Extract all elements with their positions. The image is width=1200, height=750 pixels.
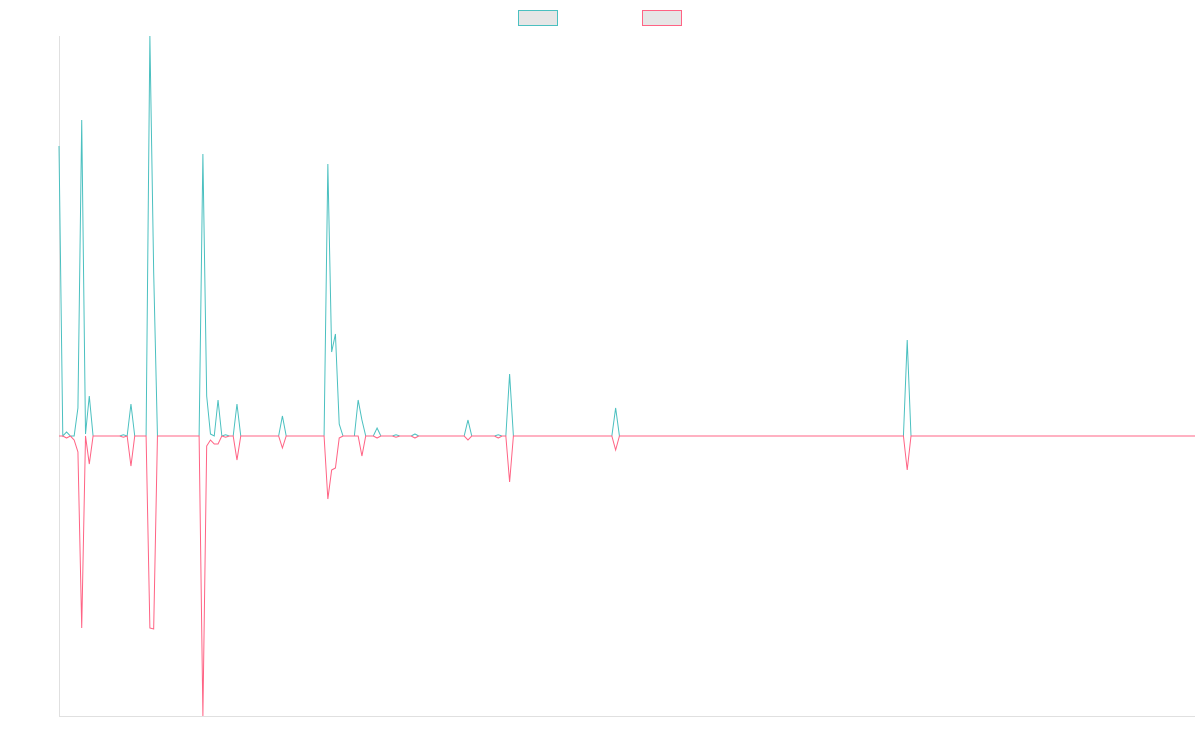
series-line: [58, 35, 1195, 438]
series-line: [59, 435, 1195, 717]
legend-swatch: [518, 10, 558, 26]
legend-swatch: [642, 10, 682, 26]
